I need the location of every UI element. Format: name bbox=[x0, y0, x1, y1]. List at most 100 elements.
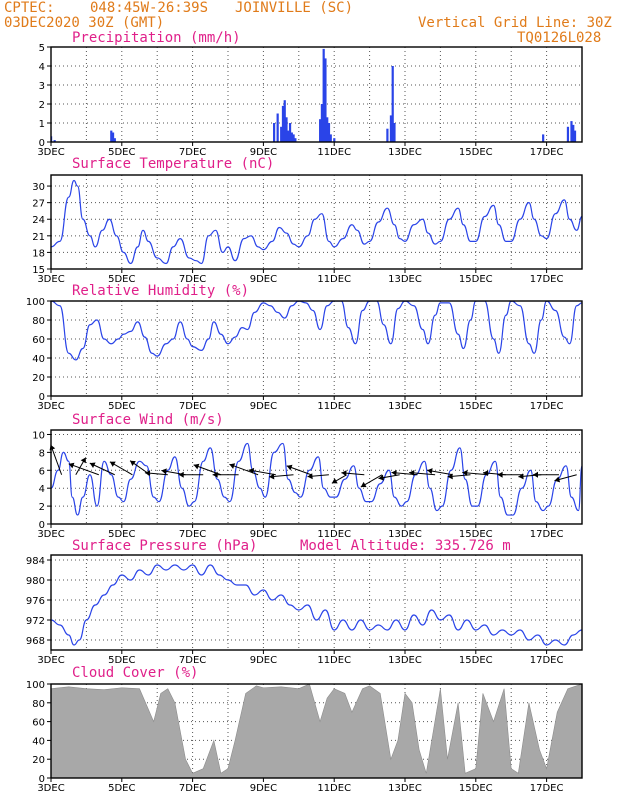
cloud-ytick-label: 80 bbox=[32, 699, 45, 710]
rh-xtick-label: 11DEC bbox=[317, 401, 351, 412]
wind-xtick-label: 5DEC bbox=[108, 529, 135, 540]
wind-arrow-head bbox=[554, 476, 561, 483]
temp-xtick-label: 5DEC bbox=[108, 274, 135, 285]
wind-arrow-head bbox=[518, 473, 524, 480]
temp-frame bbox=[50, 174, 583, 270]
wind-arrow-head bbox=[161, 468, 167, 475]
temp-xtick-label: 9DEC bbox=[250, 274, 277, 285]
precip-ytick-label: 4 bbox=[39, 62, 45, 73]
pres-xtick-label: 7DEC bbox=[179, 655, 206, 666]
precip-xtick-label: 5DEC bbox=[108, 147, 135, 158]
pres-series bbox=[51, 564, 582, 646]
pres-line bbox=[51, 564, 582, 646]
rh-ytick-label: 100 bbox=[26, 297, 45, 308]
pres-frame bbox=[50, 554, 583, 651]
wind-arrow-head bbox=[462, 469, 468, 476]
wind-arrow-head bbox=[248, 467, 255, 474]
temp-ytick-label: 30 bbox=[32, 182, 45, 193]
wind-arrow-head bbox=[109, 461, 116, 467]
header-source: CPTEC: bbox=[4, 0, 55, 16]
rh-xtick-label: 7DEC bbox=[179, 401, 206, 412]
precip-bar bbox=[329, 134, 332, 142]
wind-arrow-head bbox=[193, 463, 200, 470]
wind-arrow-head bbox=[391, 469, 397, 476]
precip-bar bbox=[327, 123, 331, 142]
temp-ytick-label: 21 bbox=[32, 232, 45, 243]
rh-ytick-label: 20 bbox=[32, 373, 45, 384]
wind-arrow-head bbox=[229, 463, 236, 469]
header-run: 03DEC2020 30Z (GMT) bbox=[4, 15, 165, 31]
precip-bar bbox=[280, 126, 283, 142]
title-pres: Surface Pressure (hPa) bbox=[72, 538, 258, 554]
wind-arrow-head bbox=[447, 473, 453, 480]
precip-series bbox=[51, 48, 577, 142]
wind-arrow-head bbox=[212, 471, 218, 478]
title-cloud: Cloud Cover (%) bbox=[72, 665, 199, 681]
wind-arrow-head bbox=[532, 471, 538, 478]
precip-ytick-label: 5 bbox=[39, 43, 45, 54]
wind-arrow-head bbox=[482, 470, 489, 477]
precip-bar bbox=[320, 104, 324, 142]
title-temp: Surface Temperature (nC) bbox=[72, 156, 275, 172]
rh-series bbox=[51, 301, 582, 361]
wind-ytick-label: 6 bbox=[39, 466, 45, 477]
wind-arrow-head bbox=[130, 460, 136, 467]
pres-ytick-label: 968 bbox=[26, 636, 45, 647]
precip-bar bbox=[290, 132, 293, 142]
temp-xtick-label: 11DEC bbox=[317, 274, 351, 285]
rh-panel bbox=[47, 300, 583, 400]
cloud-xtick-label: 5DEC bbox=[108, 783, 135, 794]
precip-frame bbox=[50, 46, 583, 143]
temp-xtick-label: 13DEC bbox=[388, 274, 422, 285]
pres-xtick-label: 17DEC bbox=[530, 655, 564, 666]
wind-xtick-label: 11DEC bbox=[317, 529, 351, 540]
precip-xtick-label: 3DEC bbox=[37, 147, 64, 158]
wind-arrow-head bbox=[331, 478, 338, 484]
wind-arrow-head bbox=[144, 470, 151, 477]
wind-xtick-label: 3DEC bbox=[37, 529, 64, 540]
precip-bar bbox=[333, 138, 336, 142]
precip-bar bbox=[391, 66, 394, 142]
precip-xtick-label: 9DEC bbox=[250, 147, 277, 158]
temp-xtick-label: 15DEC bbox=[459, 274, 493, 285]
temp-ytick-label: 15 bbox=[32, 265, 45, 276]
wind-series bbox=[51, 442, 582, 516]
cloud-ytick-label: 0 bbox=[39, 774, 45, 785]
precip-bar bbox=[273, 123, 276, 142]
header-grid-line: Vertical Grid Line: 30Z bbox=[418, 15, 612, 31]
precip-bar bbox=[319, 119, 322, 142]
precip-bar bbox=[389, 115, 393, 142]
cloud-frame bbox=[50, 683, 583, 779]
rh-xtick-label: 15DEC bbox=[459, 401, 493, 412]
rh-ytick-label: 0 bbox=[39, 392, 45, 403]
precip-xtick-label: 7DEC bbox=[179, 147, 206, 158]
cloud-ytick-label: 20 bbox=[32, 755, 45, 766]
precip-panel bbox=[47, 46, 583, 146]
wind-arrow-head bbox=[427, 468, 433, 475]
header-model-code: TQ0126L028 bbox=[517, 30, 602, 46]
temp-xtick-label: 17DEC bbox=[530, 274, 564, 285]
temp-ytick-label: 18 bbox=[32, 248, 45, 259]
precip-bar bbox=[276, 113, 279, 142]
precip-bar bbox=[570, 121, 573, 142]
precip-bar bbox=[326, 117, 329, 142]
precip-bar bbox=[294, 138, 297, 142]
wind-ytick-label: 10 bbox=[32, 430, 45, 441]
precip-bar bbox=[542, 134, 545, 142]
rh-ytick-label: 80 bbox=[32, 316, 45, 327]
rh-ytick-label: 60 bbox=[32, 335, 45, 346]
wind-ytick-label: 2 bbox=[39, 502, 45, 513]
precip-ytick-label: 0 bbox=[39, 138, 45, 149]
pres-xtick-label: 15DEC bbox=[459, 655, 493, 666]
cloud-xtick-label: 11DEC bbox=[317, 783, 351, 794]
precip-xtick-label: 15DEC bbox=[459, 147, 493, 158]
precip-bar bbox=[393, 123, 396, 142]
precip-ytick-label: 2 bbox=[39, 100, 45, 111]
precip-ytick-label: 1 bbox=[39, 119, 45, 130]
precip-bar bbox=[283, 100, 286, 142]
temp-ytick-label: 24 bbox=[32, 215, 45, 226]
temp-line bbox=[51, 179, 582, 265]
rh-xtick-label: 3DEC bbox=[37, 401, 64, 412]
cloud-ytick-label: 60 bbox=[32, 718, 45, 729]
wind-arrow-head bbox=[68, 462, 75, 469]
